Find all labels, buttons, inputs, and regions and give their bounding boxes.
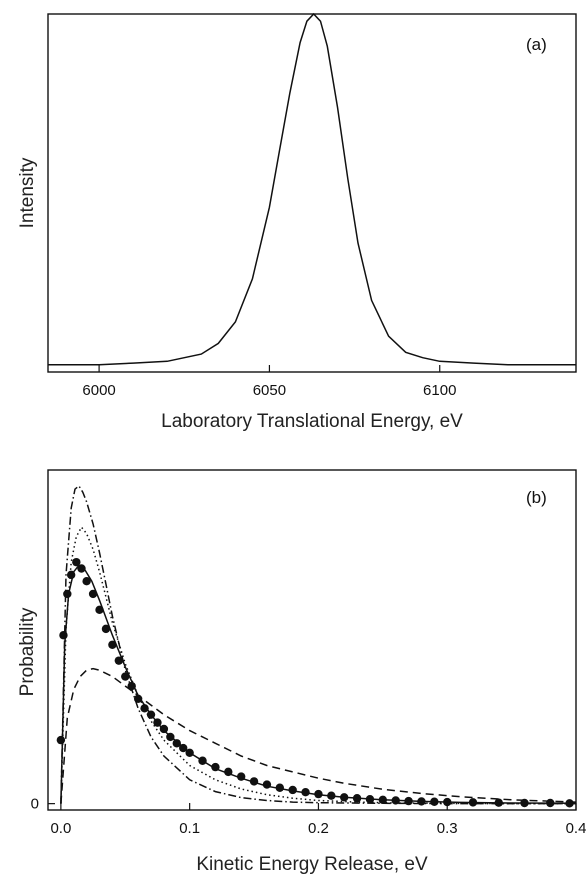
panel-b-data-point [172,739,181,748]
panel-b: (b) Probability Kinetic Energy Release, … [17,469,586,875]
panel-a: (a) Intensity Laboratory Translational E… [17,12,577,432]
panel-b-series-line-solid [60,564,577,805]
panel-b-data-point [56,735,66,745]
panel-a-x-tick-label: 6100 [423,382,456,399]
panel-a-ticks: 6000 6050 6100 [82,365,456,399]
panel-a-series [48,12,576,366]
panel-b-x-tick-label: 0.1 [179,820,200,837]
panel-b-series-line-dotted [60,525,576,805]
panel-b-data-point [288,785,297,795]
panel-b-x-axis-title: Kinetic Energy Release, eV [196,854,428,875]
panel-a-x-tick-label: 6000 [82,382,115,399]
panel-b-x-tick-label: 0.2 [308,820,329,837]
panel-b-series-line-dash-dot [60,484,576,805]
panel-b-series [56,484,577,808]
panel-b-data-point [127,681,136,691]
panel-b-data-point [63,589,72,599]
panel-b-data-point [275,783,285,792]
panel-a-series-line-solid [48,12,576,366]
panel-b-data-point [114,656,124,665]
panel-b-label: (b) [526,488,547,507]
panel-b-data-point [82,577,91,586]
panel-b-data-point [108,640,117,649]
panel-b-data-point [140,704,149,713]
panel-b-x-tick-label: 0.0 [50,820,71,837]
panel-b-x-tick-label: 0.3 [437,820,458,837]
panel-a-x-axis-title: Laboratory Translational Energy, eV [161,411,463,432]
panel-a-label: (a) [526,35,547,54]
panel-b-data-point [101,624,111,634]
panel-a-frame [47,13,577,373]
panel-a-y-axis-title: Intensity [17,157,38,228]
panel-b-x-tick-label: 0.4 [566,820,586,837]
panel-b-ticks: 0.0 0.1 0.2 0.3 0.4 0 [31,796,586,837]
panel-a-x-tick-label: 6050 [253,382,286,399]
panel-b-data-point [88,589,98,599]
panel-b-y-axis-title: Probability [17,607,38,696]
panel-b-data-point [72,557,81,567]
panel-b-frame [47,469,577,811]
panel-b-series-line-dashed [60,667,577,804]
panel-b-y-tick-label: 0 [31,796,39,813]
